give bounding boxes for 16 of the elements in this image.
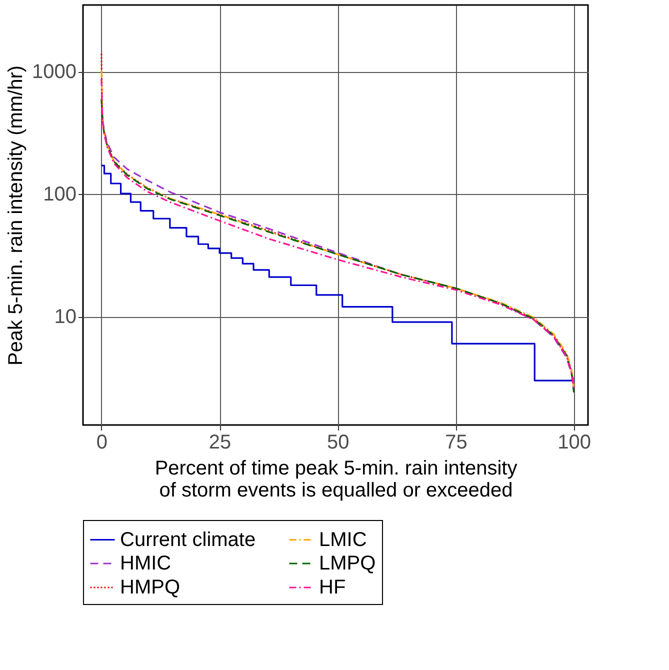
y-tick-label: 10 [54, 306, 76, 328]
x-tick-label: 75 [445, 432, 468, 454]
legend-label: HF [319, 576, 346, 598]
x-tick-label: 25 [208, 432, 232, 454]
legend-label: Current climate [120, 528, 256, 551]
y-tick-label: 100 [43, 184, 76, 206]
y-tick-label: 1000 [32, 61, 76, 84]
x-tick-label: 50 [327, 432, 350, 454]
legend-label: LMIC [319, 528, 367, 551]
x-tick-label: 0 [96, 432, 108, 454]
y-axis-title: Peak 5-min. rain intensity (mm/hr) [5, 65, 28, 366]
legend-label: LMPQ [319, 552, 376, 574]
x-tick-label: 100 [558, 432, 592, 454]
x-axis-title: Percent of time peak 5-min. rain intensity of storm events is equalled or exceeded [154, 458, 518, 502]
legend-label: HMIC [120, 552, 172, 574]
legend-label: HMPQ [120, 576, 180, 598]
